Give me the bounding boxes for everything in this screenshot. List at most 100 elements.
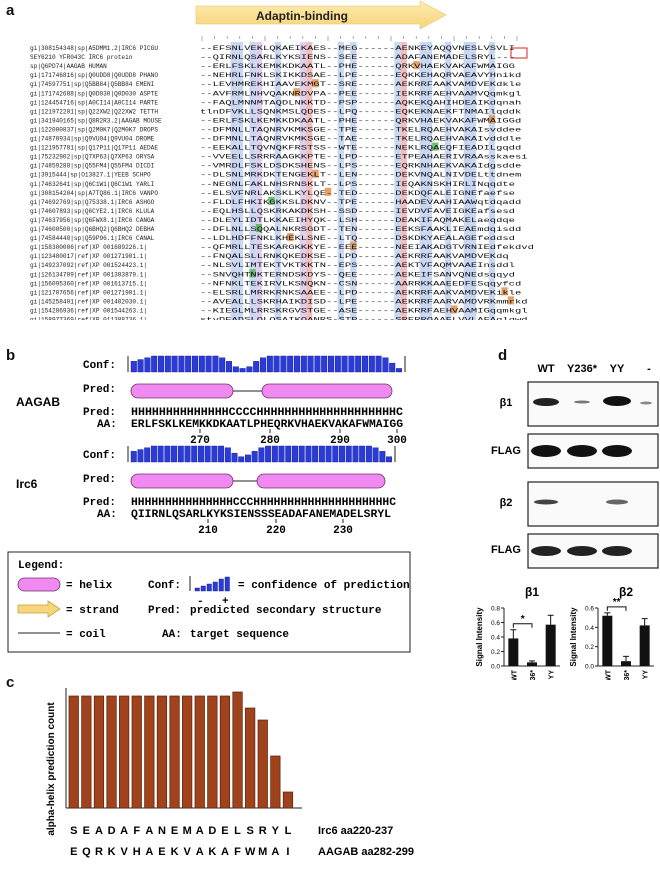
- significance-bracket: [512, 623, 533, 628]
- category-top-label: D: [108, 825, 116, 837]
- confidence-bar: [294, 355, 301, 373]
- bar: [245, 707, 256, 809]
- confidence-bar: [204, 445, 211, 463]
- category-top-label: E: [83, 825, 90, 837]
- band-flag2-yy: [602, 546, 632, 556]
- category-top-label: L: [234, 825, 241, 837]
- category-top-label: A: [120, 825, 128, 837]
- sequence-id: sp|Q6PD74|AAGAB HUMAN: [30, 63, 107, 70]
- irc6-aa-string: QIIRNLQSARLKYKSIENSSSEADAFANEMADELSRYL: [131, 509, 391, 521]
- sequence-id: gi|74632641|sp|Q6C1W1|Q6C1W1 YARLI: [30, 181, 155, 188]
- confidence-bar: [224, 447, 231, 463]
- bar: [68, 695, 79, 809]
- c-bars: [68, 691, 294, 809]
- confidence-bar: [362, 355, 369, 373]
- confidence-bar: [137, 359, 144, 373]
- legend-coil-text: = coil: [66, 629, 106, 641]
- column-highlight: [236, 42, 244, 320]
- bar: [545, 624, 556, 666]
- confidence-bar: [352, 445, 359, 463]
- sequence-id: gi|74692769|sp|Q75338.1|IRC6 ASHGO: [30, 199, 155, 206]
- legend-conf-bar: [224, 576, 230, 592]
- y-tick-label: 0.6: [585, 606, 594, 613]
- column-highlight: [306, 42, 313, 320]
- confidence-bar: [266, 355, 273, 373]
- sequence-id: gi|171742688|sp|Q0D030|Q0D030 ASPTE: [30, 90, 158, 97]
- blot-label-b2: β2: [500, 497, 513, 509]
- confidence-bar: [130, 451, 137, 463]
- sequence-id: gi|74600500|sp|Q6BHQ2|Q6BHQ2 DEBHA: [30, 226, 155, 233]
- column-highlight: [230, 42, 237, 320]
- sequence-row: --NEHRLFNKLSKIKKDSAE--LPE------EQKKEHAQR…: [200, 72, 522, 79]
- band-flag1-wt: [531, 445, 561, 457]
- sequence-row: --LDLHDFFNKLKHEKLSNE--LTQ------DSKDKYAEA…: [200, 235, 515, 242]
- sequence-row: --EQLHSLLQSKRKAKDKSH--SSD------IEVDVFAVE…: [200, 208, 515, 215]
- legend-conf-desc: = confidence of prediction: [238, 580, 410, 592]
- category-top-label: F: [133, 825, 140, 837]
- legend-strand-icon: [17, 600, 61, 618]
- confidence-bar: [265, 445, 272, 463]
- residue-highlight: [432, 142, 439, 151]
- adaptin-binding-label: Adaptin-binding: [256, 9, 348, 23]
- c-ylabel: alpha-helix prediction count: [46, 702, 57, 836]
- category-top-label: Y: [272, 825, 280, 837]
- sequence-id: gi|308154204|sp|A7TQ86.1|IRC6 VANPO: [30, 190, 158, 197]
- blot-beta1: [527, 381, 659, 427]
- confidence-bar: [198, 355, 205, 373]
- column-highlight: [419, 42, 426, 320]
- c-row-label-bottom: AAGAB aa282-299: [318, 846, 414, 858]
- bar: [144, 695, 155, 809]
- residue-highlight: [312, 169, 319, 178]
- residue-highlight: [249, 269, 256, 278]
- chart-title: β2: [619, 585, 633, 599]
- sequence-row: --FAQLMNNMTAQDLNKKTD--PSP------AQKEKQAHI…: [200, 99, 522, 106]
- sequence-row: --AVFRMLNHVQAKNRDVPA--PEE------IEKRRFAEH…: [200, 90, 522, 97]
- sequence-id: gi|74584440|sp|Q59P96.1|IRC6 CANAL: [30, 235, 155, 242]
- legend-strand-text: = strand: [66, 605, 119, 617]
- blot-flag2: [527, 533, 659, 569]
- band-beta1-y236: [574, 400, 590, 404]
- aagab-helix-1: [130, 383, 234, 399]
- blot-label-b1: β1: [500, 397, 513, 409]
- column-highlight: [444, 42, 451, 320]
- bar: [93, 695, 105, 809]
- category-bottom-label: H: [133, 846, 141, 858]
- confidence-bar: [273, 355, 280, 373]
- aagab-ticks: 270 280 290 300: [190, 429, 407, 447]
- sequence-row: --KIEGLMLRRSKRGVSTGE--ASE------AEKRRFAEH…: [200, 307, 528, 314]
- confidence-bar: [341, 355, 348, 373]
- band-beta2-yy: [606, 499, 628, 505]
- y-tick-label: 0.4: [491, 635, 500, 642]
- confidence-bar: [379, 451, 386, 463]
- irc6-pred-label: Pred:: [83, 474, 116, 486]
- legend-aa-desc: target sequence: [190, 629, 289, 641]
- blot-label-flag2: FLAG: [491, 544, 521, 556]
- confidence-bar: [292, 445, 298, 463]
- confidence-bar: [314, 355, 321, 373]
- confidence-bar: [355, 355, 362, 373]
- sequence-id: SEY6210 YFR043C IRC6 protein: [30, 54, 133, 61]
- confidence-bar: [218, 445, 225, 463]
- confidence-bar: [368, 355, 375, 373]
- confidence-bar: [345, 445, 352, 463]
- panel-b-label: b: [6, 347, 16, 364]
- legend-conf-bar: [212, 581, 218, 592]
- tick-label: 290: [330, 435, 350, 447]
- chart-beta2: β2 Signal Intensity 0.0 0.2 0.4 0.6 WT Y236* YY *…: [569, 585, 654, 680]
- alignment-column-highlights: [230, 42, 514, 320]
- legend-conf-bar: [218, 578, 224, 592]
- band-flag2-wt: [531, 546, 561, 556]
- category-bottom-label: A: [196, 846, 204, 858]
- category-bottom-label: A: [221, 846, 229, 858]
- residue-highlight: [507, 296, 514, 305]
- confidence-bar: [298, 445, 305, 463]
- confidence-bar: [157, 355, 164, 373]
- confidence-bar: [191, 355, 198, 373]
- irc6-helix-1: [130, 473, 234, 489]
- chart-beta1: β1 Signal Intensity 0.0 0.2 0.4 0.6 0.8 WT Y236*…: [475, 585, 560, 680]
- residue-highlight: [413, 61, 420, 70]
- sequence-row: --DFMNLLTAQNRVKMKSGE--TAE------TKELRQAEH…: [200, 136, 522, 143]
- sequence-id: gi|171746816|sp|Q0UDD8|Q0UDD8 PHANO: [30, 72, 158, 79]
- confidence-bar: [325, 445, 332, 463]
